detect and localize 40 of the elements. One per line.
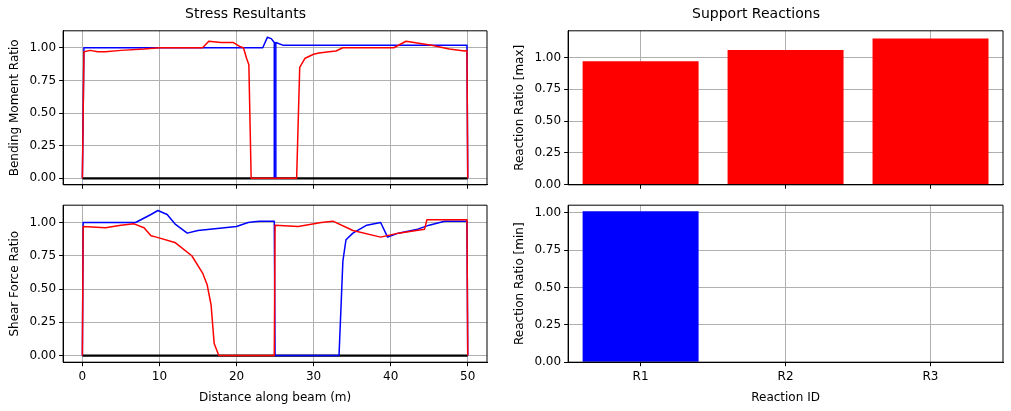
y-tick-label: 0.75 [29, 72, 57, 87]
x-tick-label: 30 [305, 368, 322, 383]
x-tick-label: R3 [922, 368, 939, 383]
y-tick-label: 0.75 [534, 242, 562, 257]
y-tick-label: 0.25 [29, 137, 57, 152]
y-tick-label: 1.00 [29, 39, 57, 54]
y-tick-label: 1.00 [29, 214, 57, 229]
bar [582, 61, 699, 185]
y-tick-label: 0.50 [29, 105, 57, 120]
y-tick-label: 0.00 [534, 176, 562, 191]
y-tick-label: 0.00 [29, 347, 57, 362]
y-axis-title: Reaction Ratio [min] [512, 222, 527, 345]
y-tick-label: 0.25 [534, 145, 562, 160]
x-tick-label: 40 [383, 368, 399, 383]
y-tick-label: 0.75 [29, 247, 57, 262]
chart-title: Stress Resultants [185, 5, 306, 22]
bar [872, 38, 989, 185]
y-tick-label: 0.50 [29, 281, 57, 296]
y-tick-label: 0.00 [29, 170, 57, 185]
y-tick-label: 1.00 [534, 204, 562, 219]
bar [727, 49, 844, 185]
y-axis-title: Bending Moment Ratio [7, 39, 22, 177]
x-tick-label: 10 [151, 368, 168, 383]
y-tick-label: 0.50 [534, 279, 562, 294]
x-tick-label: R2 [777, 368, 794, 383]
y-axis-title: Shear Force Ratio [7, 230, 22, 337]
x-tick-label: R1 [632, 368, 649, 383]
x-tick-label: 20 [228, 368, 245, 383]
x-axis-title: Reaction ID [751, 389, 820, 404]
x-axis-title: Distance along beam (m) [198, 389, 352, 404]
y-tick-label: 0.25 [29, 314, 57, 329]
y-tick-label: 0.50 [534, 113, 562, 128]
y-tick-label: 0.00 [534, 354, 562, 369]
y-axis-title: Reaction Ratio [max] [512, 44, 527, 171]
y-tick-label: 0.75 [534, 81, 562, 96]
chart-title: Support Reactions [692, 5, 820, 22]
y-tick-label: 1.00 [534, 49, 562, 64]
x-tick-label: 0 [78, 368, 87, 383]
x-tick-label: 50 [460, 368, 476, 383]
y-tick-label: 0.25 [534, 316, 562, 331]
